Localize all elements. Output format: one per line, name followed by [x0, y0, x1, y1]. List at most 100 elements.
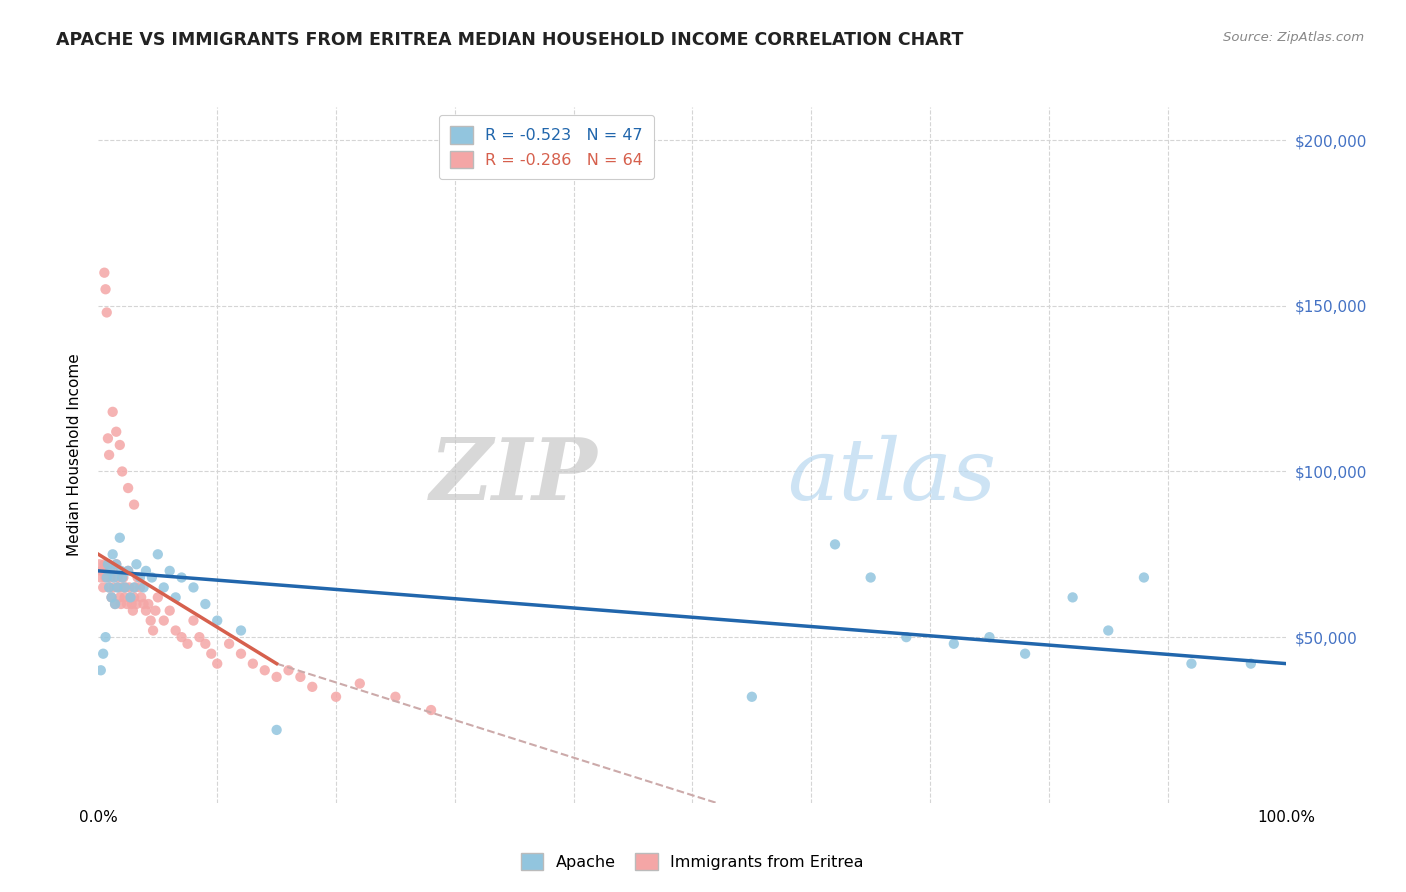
Point	[97, 558, 120, 572]
Text: atlas: atlas	[787, 434, 997, 517]
Point	[108, 438, 131, 452]
Point	[1240, 657, 1263, 671]
Point	[132, 597, 155, 611]
Point	[104, 597, 127, 611]
Point	[111, 570, 134, 584]
Point	[114, 581, 136, 595]
Point	[101, 547, 124, 561]
Point	[98, 564, 121, 578]
Point	[122, 604, 145, 618]
Point	[979, 630, 1001, 644]
Point	[194, 637, 217, 651]
Point	[120, 591, 142, 605]
Point	[107, 570, 129, 584]
Point	[94, 570, 117, 584]
Point	[129, 581, 152, 595]
Point	[142, 624, 165, 638]
Point	[96, 564, 118, 578]
Point	[98, 570, 121, 584]
Point	[146, 591, 169, 605]
Point	[1014, 647, 1036, 661]
Point	[125, 558, 148, 572]
Point	[266, 670, 288, 684]
Point	[93, 266, 115, 280]
Point	[121, 597, 143, 611]
Point	[135, 604, 157, 618]
Point	[117, 564, 139, 578]
Point	[101, 564, 124, 578]
Point	[1097, 624, 1119, 638]
Legend: Apache, Immigrants from Eritrea: Apache, Immigrants from Eritrea	[513, 845, 872, 879]
Point	[110, 564, 132, 578]
Point	[122, 498, 145, 512]
Point	[135, 564, 157, 578]
Point	[91, 581, 114, 595]
Point	[108, 531, 131, 545]
Point	[97, 431, 120, 445]
Point	[1062, 591, 1084, 605]
Point	[132, 581, 155, 595]
Point	[94, 630, 117, 644]
Point	[420, 703, 443, 717]
Point	[384, 690, 406, 704]
Point	[207, 657, 229, 671]
Point	[122, 581, 145, 595]
Point	[159, 564, 181, 578]
Point	[101, 405, 124, 419]
Point	[103, 581, 125, 595]
Point	[290, 670, 312, 684]
Point	[111, 465, 134, 479]
Point	[207, 614, 229, 628]
Point	[325, 690, 347, 704]
Point	[194, 597, 217, 611]
Point	[152, 581, 174, 595]
Point	[96, 305, 118, 319]
Point	[229, 647, 252, 661]
Point	[1133, 570, 1156, 584]
Point	[170, 630, 193, 644]
Point	[107, 581, 129, 595]
Point	[741, 690, 763, 704]
Point	[124, 581, 146, 595]
Point	[218, 637, 240, 651]
Y-axis label: Median Household Income: Median Household Income	[67, 353, 83, 557]
Point	[117, 564, 139, 578]
Point	[176, 637, 198, 651]
Point	[96, 570, 118, 584]
Point	[91, 564, 114, 578]
Point	[349, 676, 371, 690]
Text: Source: ZipAtlas.com: Source: ZipAtlas.com	[1223, 31, 1364, 45]
Point	[183, 581, 205, 595]
Point	[146, 547, 169, 561]
Point	[120, 591, 142, 605]
Point	[125, 597, 148, 611]
Point	[824, 537, 846, 551]
Point	[188, 630, 211, 644]
Point	[94, 282, 117, 296]
Point	[170, 570, 193, 584]
Point	[105, 558, 128, 572]
Point	[165, 624, 187, 638]
Point	[136, 597, 159, 611]
Point	[229, 624, 252, 638]
Point	[114, 591, 136, 605]
Text: ZIP: ZIP	[430, 434, 598, 517]
Point	[896, 630, 918, 644]
Point	[100, 591, 122, 605]
Point	[118, 581, 141, 595]
Text: APACHE VS IMMIGRANTS FROM ERITREA MEDIAN HOUSEHOLD INCOME CORRELATION CHART: APACHE VS IMMIGRANTS FROM ERITREA MEDIAN…	[56, 31, 963, 49]
Point	[93, 558, 115, 572]
Point	[112, 570, 135, 584]
Point	[107, 581, 129, 595]
Point	[942, 637, 965, 651]
Point	[115, 597, 138, 611]
Point	[253, 663, 276, 677]
Point	[108, 591, 131, 605]
Point	[200, 647, 222, 661]
Point	[117, 481, 139, 495]
Point	[859, 570, 882, 584]
Point	[152, 614, 174, 628]
Point	[301, 680, 323, 694]
Point	[104, 597, 127, 611]
Point	[127, 570, 149, 584]
